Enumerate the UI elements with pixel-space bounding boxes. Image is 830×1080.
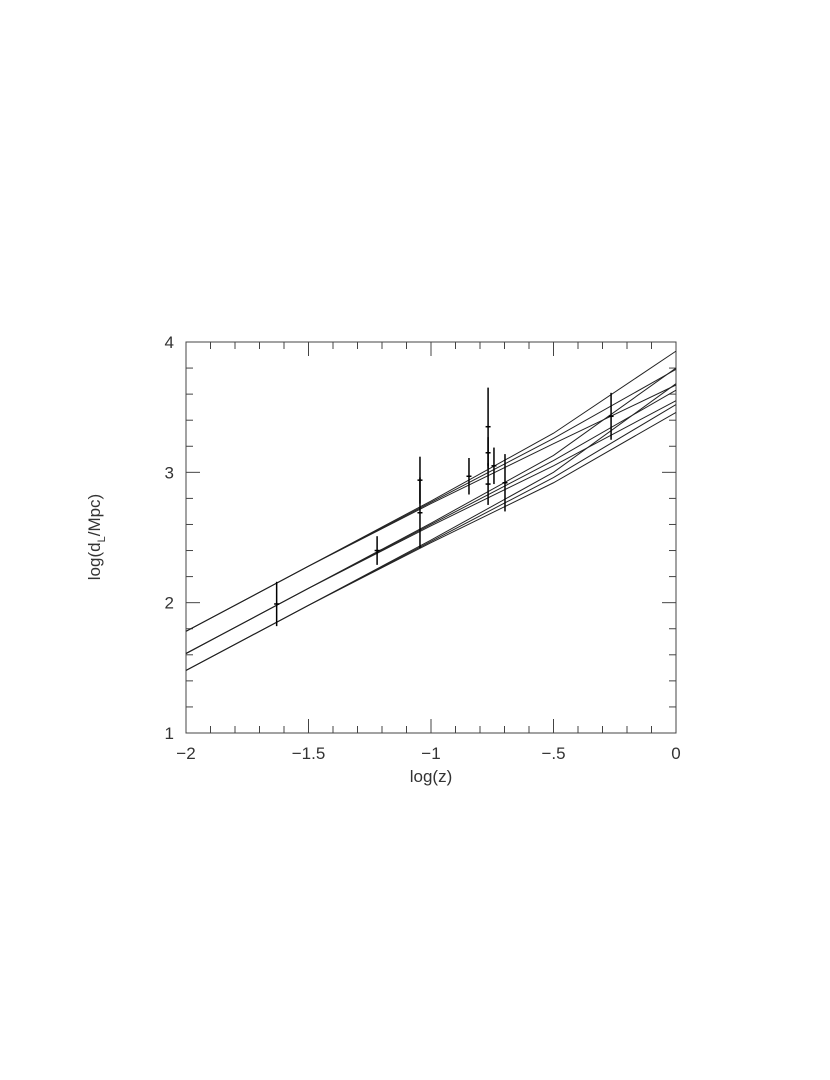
x-tick-label: −.5: [541, 744, 565, 763]
y-tick-label: 4: [165, 333, 174, 352]
x-tick-label: −2: [176, 744, 195, 763]
x-tick-label: −1: [421, 744, 440, 763]
model-line: [185, 400, 677, 654]
y-tick-label: 2: [165, 594, 174, 613]
y-tick-label: 1: [165, 724, 174, 743]
y-axis-label-sub: L: [96, 536, 108, 542]
x-axis-label: log(z): [410, 767, 453, 786]
model-line: [185, 383, 677, 671]
x-tick-label: −1.5: [292, 744, 326, 763]
y-axis-label-part: log(d: [85, 542, 104, 580]
model-line: [185, 350, 677, 632]
x-tick-label: 0: [671, 744, 680, 763]
model-line: [185, 384, 677, 632]
model-line: [185, 404, 677, 671]
y-tick-label: 3: [165, 463, 174, 482]
y-axis-label: log(dL/Mpc): [85, 494, 108, 580]
y-axis-label-part: /Mpc): [85, 494, 104, 537]
model-line: [185, 411, 677, 671]
